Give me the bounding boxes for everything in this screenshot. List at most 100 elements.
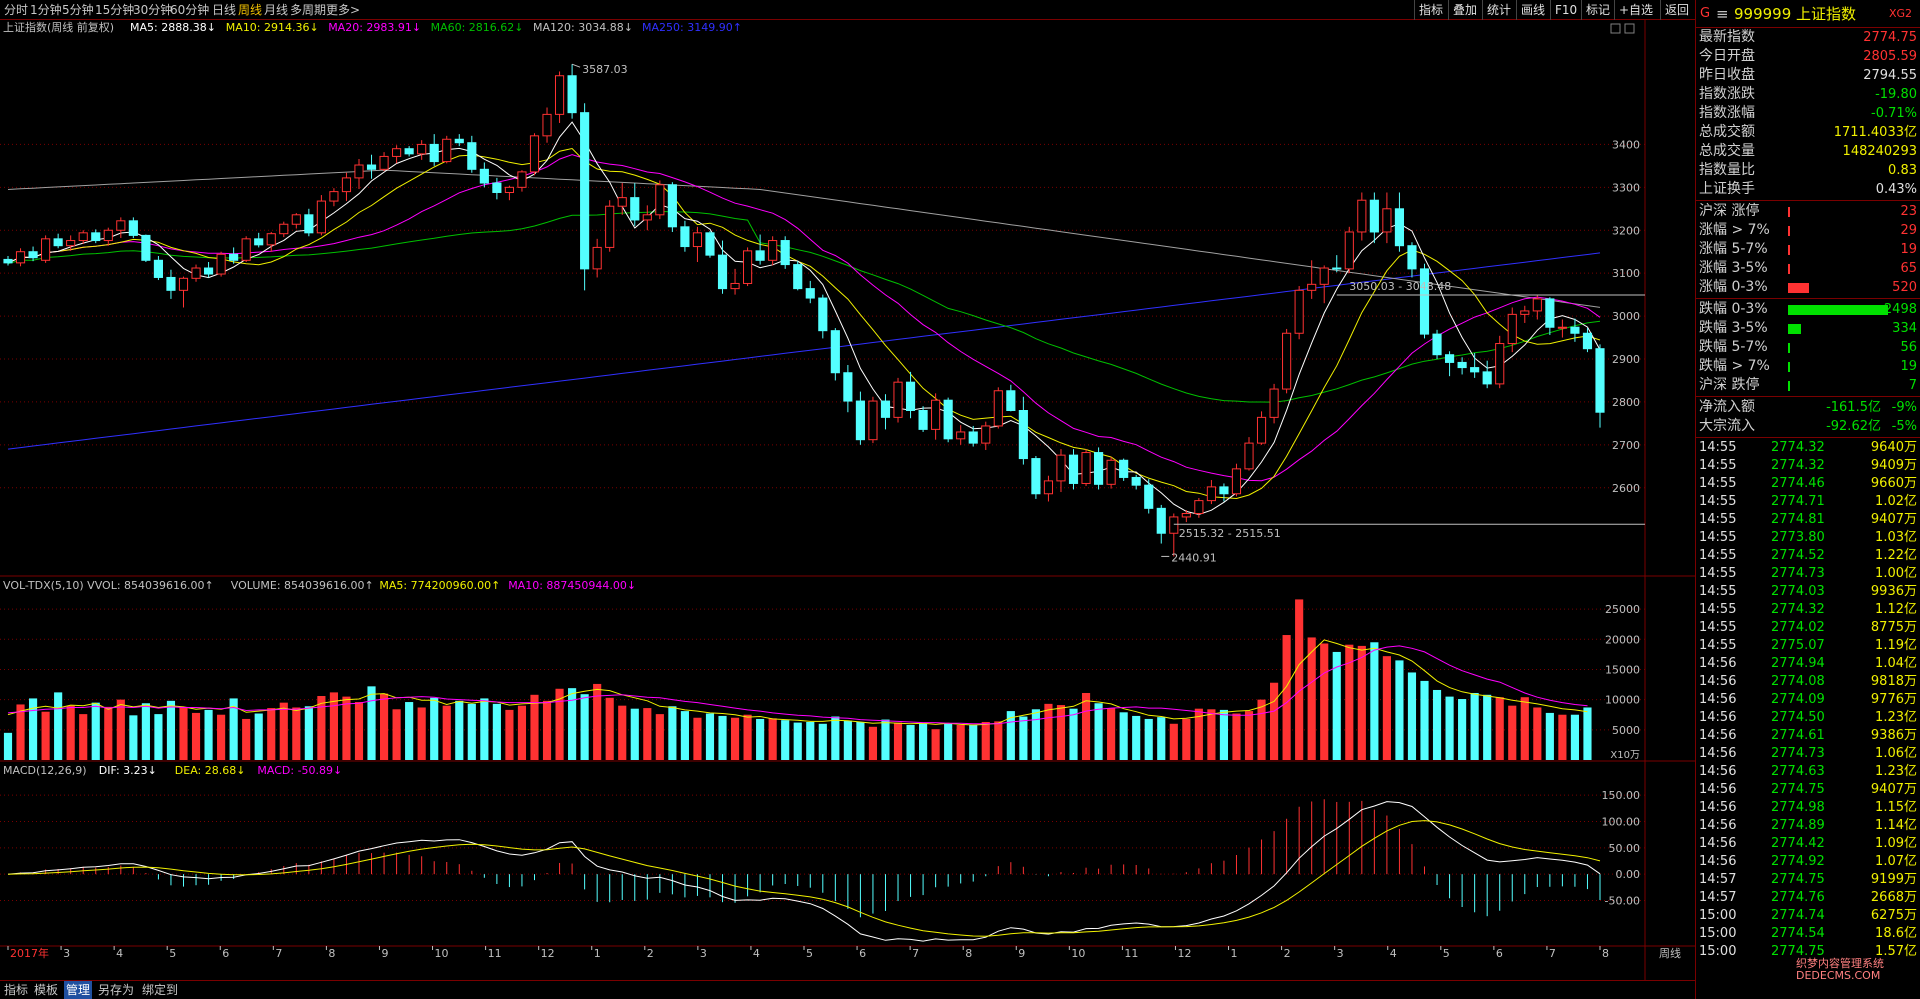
period-tab-10[interactable]: 更多> [326,3,361,17]
breadth-row-0: 沪深 涨停 23 [1696,202,1920,221]
candle-body [1194,500,1204,514]
annotation-level-1: 3050.03 - 3048.48 [1349,280,1451,293]
volume-bar [379,693,389,760]
tick-row: 14:55 2774.73 1.00亿 [1696,565,1920,583]
breadth-bar [1788,207,1790,217]
candle-body [429,143,439,163]
tick-time: 14:55 [1699,440,1737,455]
volume-bar [1182,718,1191,760]
period-tab-9[interactable]: 多周期 [290,3,327,17]
toolbar-button-3[interactable]: 画线 [1516,0,1545,20]
breadth-row-6-label: 跌幅 3-5% [1699,320,1768,336]
period-tab-4[interactable]: 30分钟 [133,3,173,17]
volume-bar [267,708,276,760]
tick-time: 14:56 [1699,728,1737,743]
period-tab-6[interactable]: 日线 [212,3,237,17]
quote-row-5-value: 1711.4033亿 [1833,125,1917,140]
period-tab-1[interactable]: 1分钟 [30,3,62,17]
toolbar-button-0[interactable]: 指标 [1414,0,1443,20]
candle-body [1582,332,1593,350]
volume-bar [367,686,376,760]
x-tick-label: 11 [488,947,502,960]
tick-volume: 1.19亿 [1875,638,1917,653]
candle-body [692,232,703,248]
candle-body [580,112,590,270]
quote-row-4: 指数涨幅 -0.71% [1696,104,1920,123]
bottom-tab-1[interactable]: 模板 [34,983,59,997]
tick-row: 14:56 2774.61 9386万 [1696,727,1920,745]
candle-body [1018,410,1028,460]
tick-volume: 1.00亿 [1875,566,1917,581]
candle-body [1532,298,1542,312]
volume-bar [1458,699,1467,760]
y-tick-label: 2600 [1612,482,1640,495]
ma-label-4: MA120: 3034.88↓ [533,21,633,34]
volume-bar [843,720,852,760]
x-tick-label: 8 [1602,947,1609,960]
tick-row: 14:55 2774.46 9660万 [1696,475,1920,493]
x-tick-label: 9 [1018,947,1025,960]
candle-body [592,246,602,270]
maximize-icon [1624,23,1635,34]
candle-body [254,238,264,246]
volume-bar [179,706,188,760]
toolbar-button-2[interactable]: 统计 [1482,0,1511,20]
candle-body [241,238,251,261]
candle-body [968,431,978,444]
volume-bar [492,703,501,760]
period-tab-8[interactable]: 月线 [264,3,289,17]
vol-label-3: MA10: 887450944.00↓ [508,579,636,592]
quote-row-6: 总成交量 148240293 [1696,142,1920,161]
candle-body [642,214,652,221]
toolbar-button-7[interactable]: 返回 [1660,0,1689,20]
tick-row: 14:55 2774.02 8775万 [1696,619,1920,637]
toolbar-button-4[interactable]: F10 [1550,0,1577,20]
period-tab-7[interactable]: 周线 [238,3,263,17]
toolbar-button-6[interactable]: +自选 [1614,0,1653,20]
period-tab-5[interactable]: 60分钟 [170,3,210,17]
period-tab-bar: 分时 1分钟 5分钟 15分钟 30分钟 60分钟 日线 周线 月线 多周期 更多> [0,0,1695,20]
x-tick-label: 2017年 [10,946,49,960]
volume-bar [1270,682,1279,760]
period-tab-0[interactable]: 分时 [4,3,29,17]
volume-bar [1194,708,1203,760]
volume-bar [79,714,88,760]
toolbar-button-1[interactable]: 叠加 [1448,0,1477,20]
tick-time: 14:56 [1699,836,1737,851]
ma-label-3: MA60: 2816.62↓ [431,21,524,34]
toolbar-button-5[interactable]: 标记 [1581,0,1610,20]
bottom-tab-0[interactable]: 指标 [4,983,29,997]
bottom-tab-4[interactable]: 绑定到 [142,983,179,997]
breadth-row-1-label: 涨幅 > 7% [1699,222,1770,238]
volume-bar [442,705,451,760]
tick-volume: 1.06亿 [1875,746,1917,761]
ma120-line [7,169,1601,308]
menu-icon[interactable]: ≡ [1716,5,1729,23]
quote-row-0-label: 最新指数 [1699,29,1755,45]
bottom-tab-2[interactable]: 管理 [64,981,93,999]
tick-row: 14:55 2774.03 9936万 [1696,583,1920,601]
period-tab-2[interactable]: 5分钟 [62,3,94,17]
volume-bar [41,711,50,760]
volume-bar [342,696,351,760]
volume-bar [242,718,251,760]
candle-body [554,75,565,115]
tick-time: 15:00 [1699,944,1737,959]
volume-bar [217,714,226,760]
vol-label-1: VOLUME: 854039616.00↑ [231,579,374,592]
candle-body [717,254,728,290]
volume-bar [1382,656,1391,760]
quote-row-8-label: 上证换手 [1699,181,1755,197]
breadth-row-2-label: 涨幅 5-7% [1699,241,1768,257]
volume-bar [693,717,702,760]
candle-body [191,267,201,279]
bottom-tab-3[interactable]: 另存为 [98,983,135,997]
candle-body [141,234,151,261]
tick-volume: 1.09亿 [1875,836,1917,851]
volume-bar [906,724,915,760]
breadth-bar [1788,324,1801,334]
breadth-row-0-value: 23 [1900,204,1917,219]
volume-bar [254,713,263,760]
breadth-row-3-label: 涨幅 3-5% [1699,260,1768,276]
period-tab-3[interactable]: 15分钟 [95,3,135,17]
